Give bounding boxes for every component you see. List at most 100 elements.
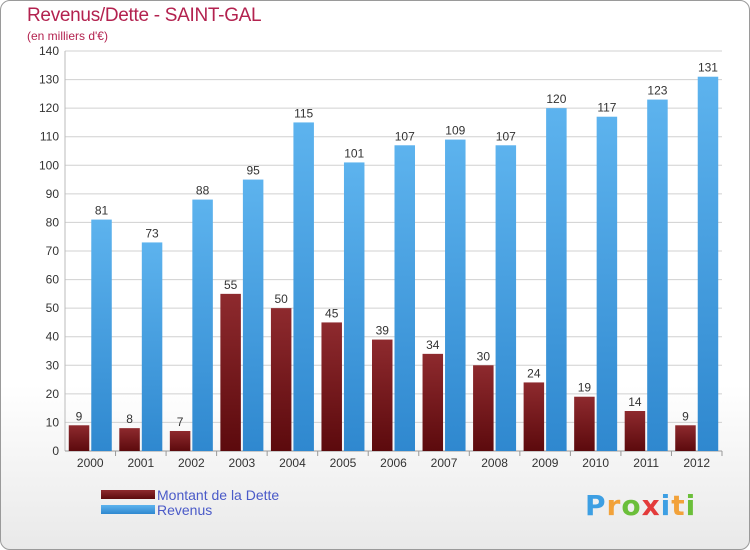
data-label-revenus: 73 [145, 226, 159, 240]
legend-item-debt: Montant de la Dette [101, 486, 280, 503]
data-label-debt: 55 [224, 278, 238, 292]
grid-lines [65, 50, 722, 452]
chart-title: Revenus/Dette - SAINT-GAL [27, 5, 262, 26]
x-tick-label: 2003 [229, 456, 256, 470]
y-axis: 0 10 20 30 40 50 60 70 80 90 100 110 120 130 140 [39, 44, 722, 458]
logo-letter: i [685, 489, 697, 522]
data-label-debt: 34 [426, 338, 440, 352]
bar-debt [574, 396, 595, 451]
bar-debt [523, 382, 545, 451]
bar-revenus [293, 122, 314, 451]
data-label-debt: 50 [274, 292, 288, 306]
bar-revenus [647, 99, 668, 452]
y-tick-label: 10 [46, 415, 60, 429]
bar-revenus [394, 145, 415, 452]
data-label-revenus: 107 [395, 129, 415, 143]
logo-letter: t [671, 489, 686, 522]
bar-debt [372, 339, 393, 451]
bar-revenus [242, 179, 264, 452]
x-tick-label: 2001 [127, 456, 154, 470]
data-label-revenus: 109 [445, 124, 465, 138]
y-tick-label: 90 [46, 187, 60, 201]
bar-debt [68, 425, 90, 451]
data-label-debt: 14 [628, 395, 642, 409]
y-tick-label: 20 [46, 387, 60, 401]
data-label-revenus: 107 [496, 129, 516, 143]
data-label-debt: 9 [682, 409, 689, 423]
y-tick-label: 120 [39, 101, 59, 115]
x-tick-label: 2007 [431, 456, 458, 470]
data-label-debt: 7 [177, 415, 184, 429]
y-tick-label: 100 [39, 158, 59, 172]
legend: Montant de la Dette Revenus [101, 486, 280, 518]
data-label-revenus: 95 [246, 164, 260, 178]
x-axis: 2000 2001 2002 2003 2004 2005 2006 2007 2008 2009… [77, 451, 723, 470]
data-label-revenus: 101 [344, 146, 364, 160]
bars: 9 81 8 73 7 88 55 95 50 115 45 101 39 107 34 109 30 107 24… [68, 61, 719, 452]
y-tick-label: 50 [46, 301, 60, 315]
y-tick-label: 80 [46, 215, 60, 229]
bar-revenus [91, 219, 112, 451]
logo-letter: P [585, 489, 607, 522]
bar-revenus [697, 76, 719, 451]
x-tick-label: 2002 [178, 456, 205, 470]
x-tick-label: 2012 [683, 456, 710, 470]
bar-debt [473, 365, 494, 451]
bar-revenus [141, 242, 163, 451]
bar-debt [624, 411, 646, 451]
bar-revenus [445, 139, 466, 452]
y-tick-label: 70 [46, 244, 60, 258]
x-tick-label: 2005 [330, 456, 357, 470]
y-tick-label: 60 [46, 273, 60, 287]
y-tick-label: 110 [40, 130, 59, 144]
data-label-debt: 24 [527, 366, 541, 380]
logo-letter: i [660, 489, 672, 522]
data-label-revenus: 81 [95, 204, 109, 218]
logo-letter: x [641, 489, 661, 522]
bar-debt [169, 431, 191, 451]
legend-swatch-debt [101, 490, 155, 499]
x-tick-label: 2010 [582, 456, 609, 470]
data-label-revenus: 123 [647, 84, 667, 98]
bar-revenus [343, 162, 365, 451]
bar-debt [119, 428, 140, 451]
data-label-revenus: 115 [294, 106, 313, 120]
data-label-revenus: 120 [546, 92, 566, 106]
bar-revenus [596, 116, 618, 451]
bar-debt [270, 308, 292, 451]
bar-revenus [495, 145, 517, 452]
legend-label-debt: Montant de la Dette [157, 486, 280, 503]
data-label-revenus: 117 [597, 101, 616, 115]
data-label-debt: 8 [126, 412, 133, 426]
y-tick-label: 0 [52, 444, 59, 458]
x-tick-label: 2011 [633, 456, 659, 470]
bar-revenus [192, 199, 213, 451]
data-label-revenus: 131 [698, 61, 718, 75]
data-label-debt: 19 [578, 381, 592, 395]
x-tick-label: 2006 [380, 456, 407, 470]
data-label-debt: 45 [325, 306, 339, 320]
data-label-debt: 9 [76, 409, 83, 423]
logo-letter: o [621, 489, 642, 522]
logo-letter: r [606, 489, 622, 522]
data-label-debt: 30 [477, 349, 491, 363]
bar-debt [675, 425, 696, 451]
chart-subtitle: (en milliers d'€) [27, 29, 108, 43]
bar-revenus [546, 108, 567, 452]
y-tick-label: 140 [39, 44, 59, 58]
y-tick-label: 130 [39, 73, 59, 87]
legend-item-revenus: Revenus [101, 501, 279, 518]
y-tick-label: 30 [46, 358, 60, 372]
y-tick-label: 40 [46, 330, 60, 344]
legend-label-revenus: Revenus [157, 501, 213, 518]
bar-debt [321, 322, 342, 451]
x-tick-label: 2000 [77, 456, 104, 470]
data-label-revenus: 88 [196, 184, 210, 198]
x-tick-label: 2008 [481, 456, 508, 470]
bar-debt [220, 293, 241, 451]
data-label-debt: 39 [376, 324, 390, 338]
proxiti-logo: Proxiti [585, 489, 696, 522]
bar-debt [422, 353, 444, 451]
